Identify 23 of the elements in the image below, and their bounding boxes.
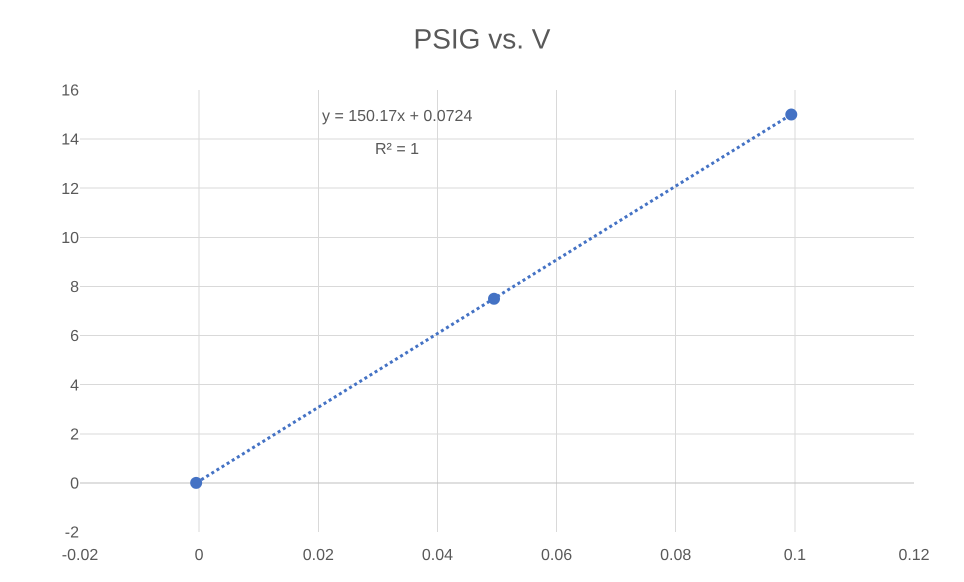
chart-title: PSIG vs. V bbox=[414, 24, 551, 55]
y-tick-label: 6 bbox=[70, 328, 80, 346]
point bbox=[785, 108, 798, 121]
x-tick-label: 0.04 bbox=[422, 547, 454, 564]
annotation: R² = 1 bbox=[375, 141, 420, 158]
x-tick-label: 0 bbox=[194, 547, 204, 564]
x-tick-label: 0.1 bbox=[784, 547, 806, 564]
y-tick-label: 14 bbox=[61, 132, 80, 149]
y-tick-label: 10 bbox=[61, 230, 80, 247]
x-tick-label: 0.02 bbox=[302, 547, 334, 564]
x-tick-label: 0.08 bbox=[660, 547, 692, 564]
y-tick-label: 12 bbox=[61, 180, 80, 198]
y-tick-label: 4 bbox=[70, 377, 80, 394]
x-tick-label: -0.02 bbox=[62, 547, 98, 564]
x-tick-label: 0.12 bbox=[898, 547, 930, 564]
annotation: y = 150.17x + 0.0724 bbox=[322, 108, 472, 125]
y-tick-label: -2 bbox=[64, 524, 80, 542]
y-tick-label: 8 bbox=[70, 279, 80, 296]
y-tick-label: 0 bbox=[70, 475, 80, 492]
x-tick-label: 0.06 bbox=[541, 547, 572, 564]
y-tick-label: 16 bbox=[61, 82, 80, 100]
y-tick-label: 2 bbox=[70, 426, 80, 444]
point bbox=[190, 476, 202, 489]
